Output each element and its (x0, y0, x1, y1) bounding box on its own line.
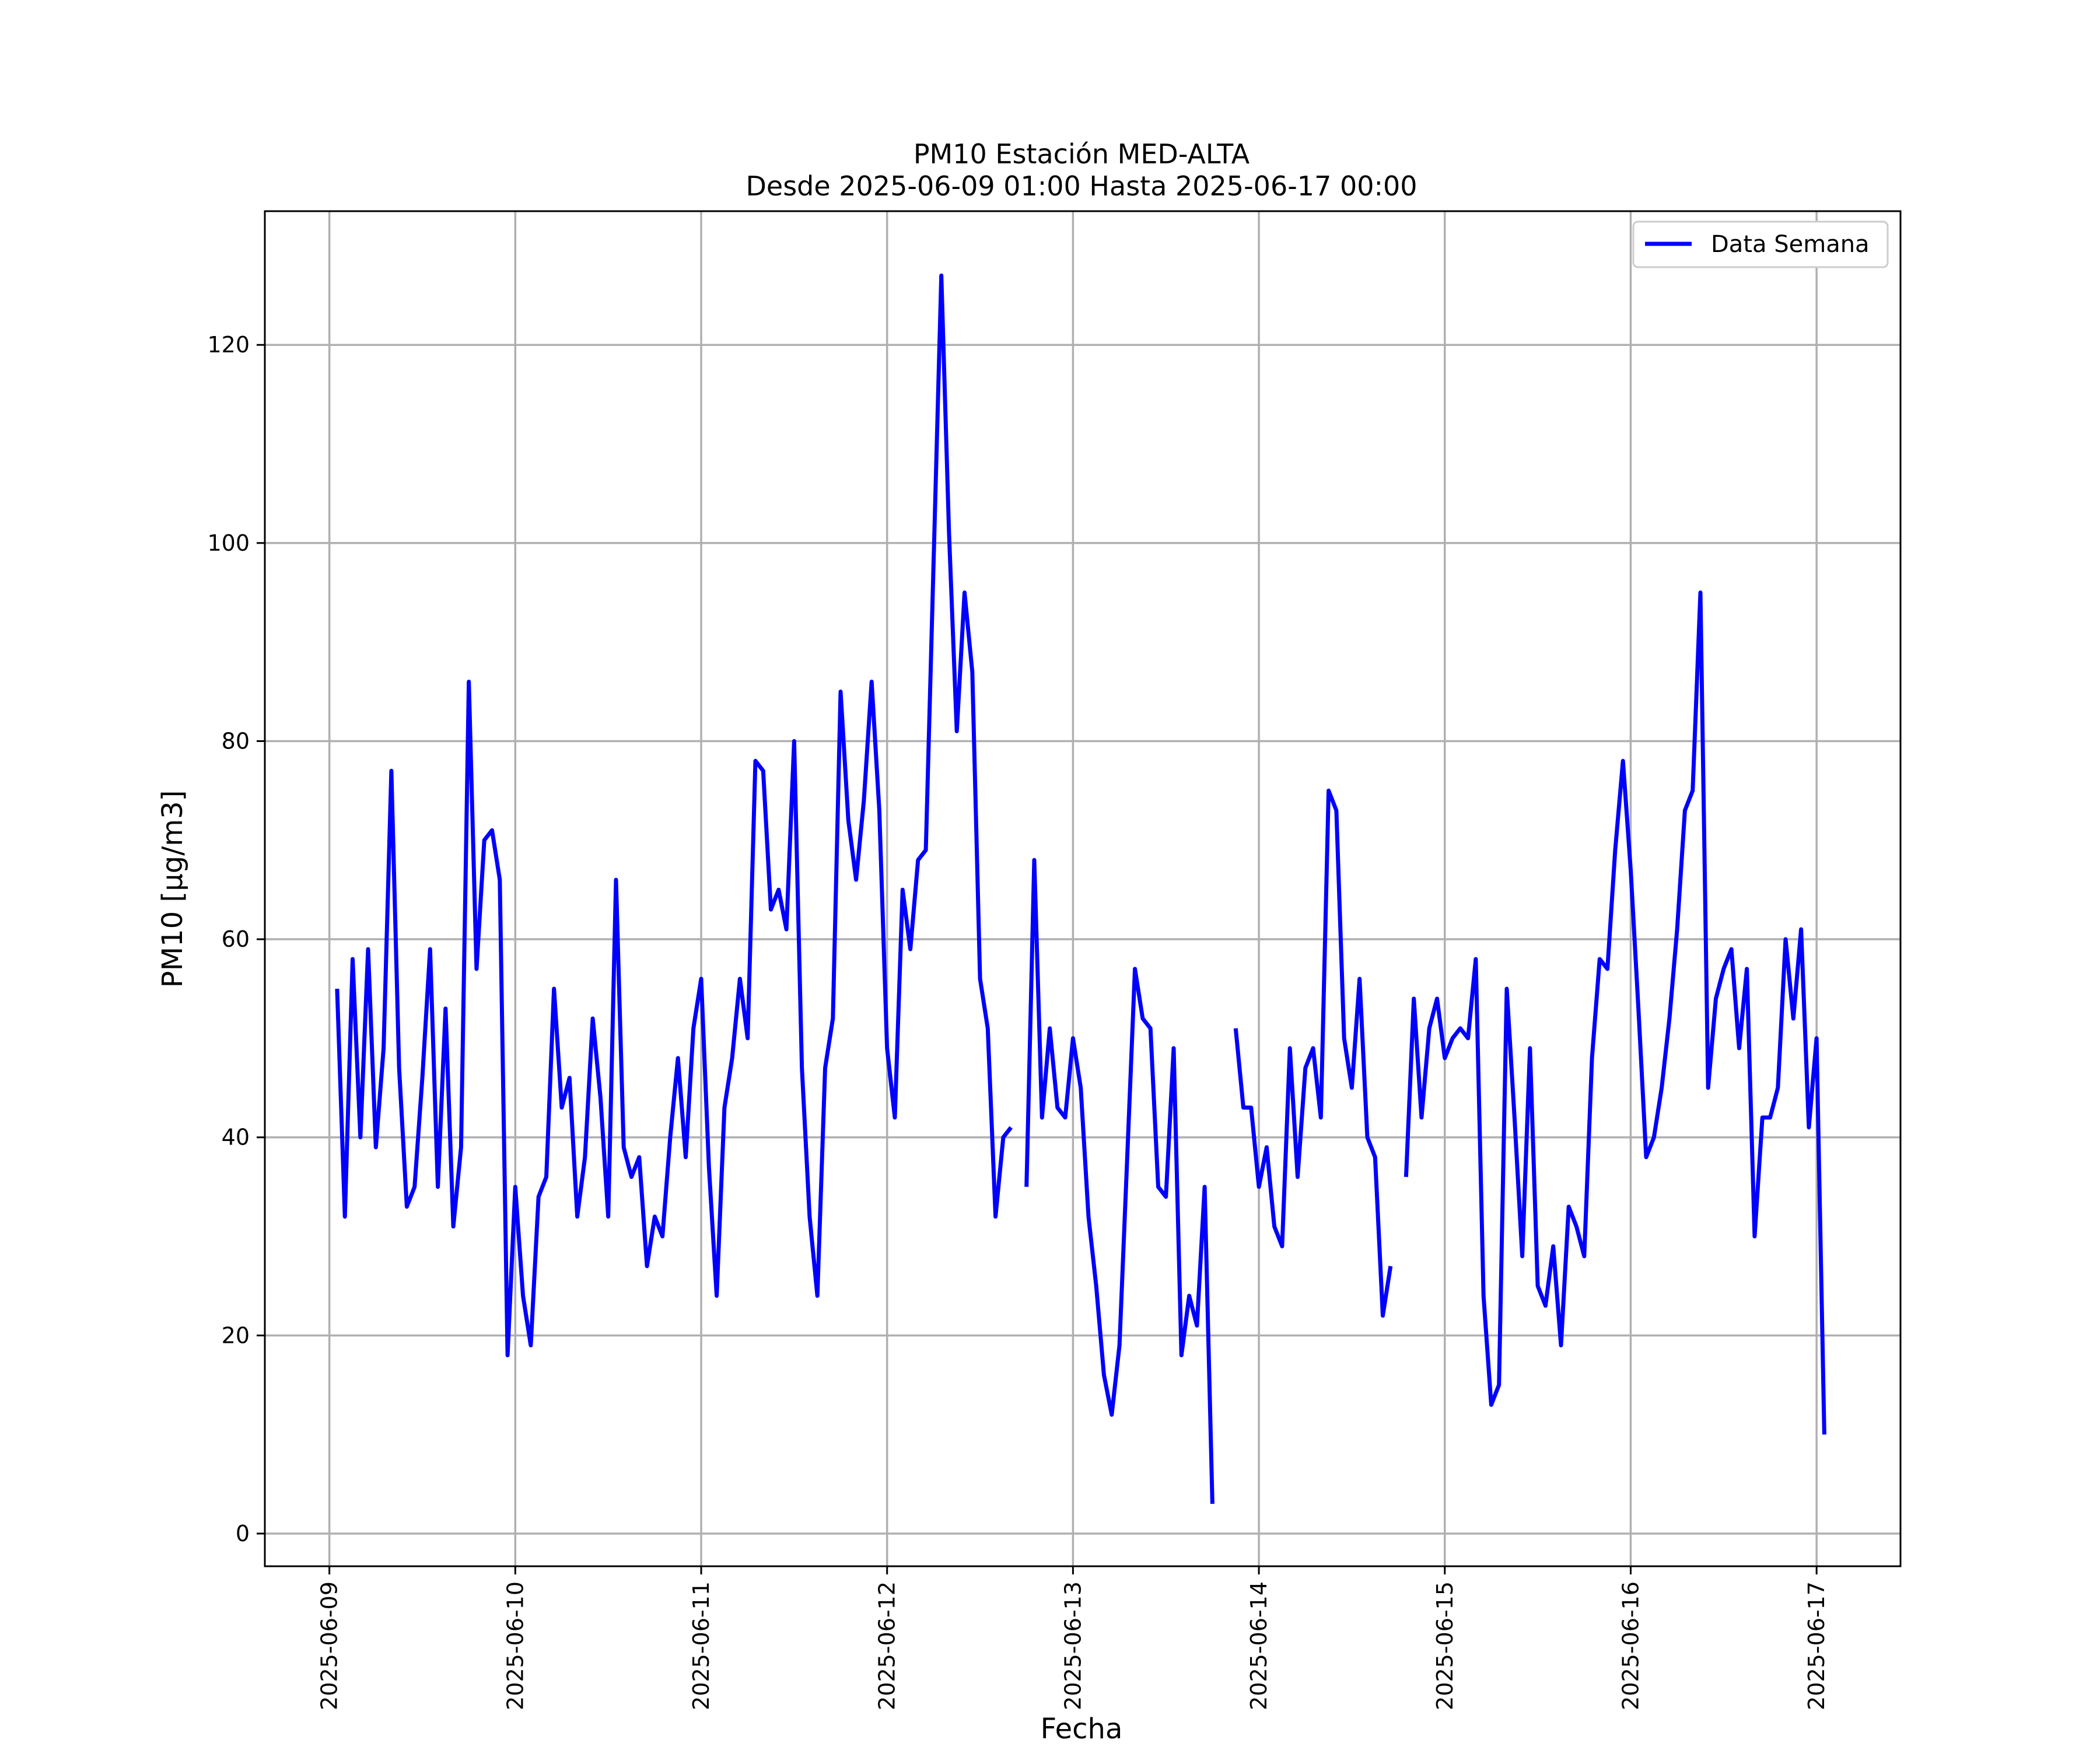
y-axis-label: PM10 [µg/m3] (156, 790, 189, 988)
x-tick-label: 2025-06-13 (1060, 1581, 1086, 1710)
x-tick-label: 2025-06-15 (1432, 1581, 1458, 1710)
x-tick-label: 2025-06-11 (688, 1581, 714, 1710)
series-line-segment (335, 273, 1013, 1357)
x-tick-label: 2025-06-14 (1246, 1581, 1272, 1710)
chart-subtitle: Desde 2025-06-09 01:00 Hasta 2025-06-17 … (746, 170, 1417, 202)
legend-label: Data Semana (1711, 231, 1870, 258)
y-tick-label: 80 (222, 728, 250, 754)
legend: Data Semana (1632, 220, 1889, 268)
x-tick-label: 2025-06-09 (317, 1581, 342, 1710)
x-tick-label: 2025-06-16 (1618, 1581, 1643, 1710)
series-line-segment (1024, 858, 1214, 1504)
axis-ticks: 2025-06-09 2025-06-10 2025-06-11 2025-06-12… (207, 332, 1829, 1710)
x-tick-label: 2025-06-17 (1804, 1581, 1829, 1710)
x-tick-label: 2025-06-10 (502, 1581, 528, 1710)
grid-lines (265, 211, 1901, 1566)
y-tick-label: 0 (236, 1521, 250, 1546)
series-line-segment (1404, 590, 1826, 1435)
y-tick-label: 120 (207, 332, 250, 358)
x-axis-label: Fecha (1041, 1713, 1123, 1745)
series-lines (335, 273, 1826, 1504)
y-tick-label: 40 (222, 1125, 250, 1150)
series-line-segment (1233, 788, 1393, 1318)
legend-box (1632, 220, 1889, 268)
y-tick-label: 60 (222, 926, 250, 952)
y-tick-label: 20 (222, 1322, 250, 1348)
x-tick-label: 2025-06-12 (874, 1581, 900, 1710)
chart-title: PM10 Estación MED-ALTA (914, 138, 1250, 170)
y-tick-label: 100 (207, 530, 250, 556)
plot-frame (264, 210, 1902, 1567)
